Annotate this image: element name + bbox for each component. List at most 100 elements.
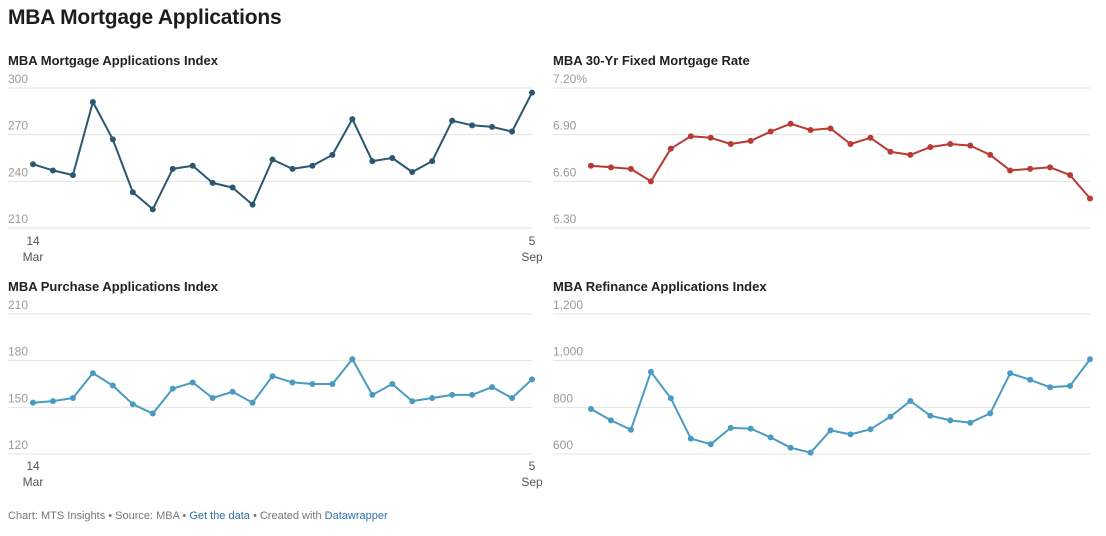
data-point — [907, 151, 914, 158]
data-point — [289, 165, 296, 172]
data-point — [787, 120, 794, 127]
data-point — [588, 405, 594, 412]
data-point — [887, 148, 894, 155]
data-point — [149, 410, 156, 417]
data-point — [329, 381, 336, 387]
series-line — [32, 358, 533, 415]
data-point — [747, 137, 754, 144]
data-point — [667, 145, 674, 152]
x-tick-day: 5 — [529, 234, 536, 248]
data-point — [109, 382, 116, 389]
data-point — [927, 412, 934, 419]
data-point — [89, 370, 96, 377]
data-point — [429, 158, 436, 165]
x-tick-month: Mar — [23, 250, 44, 264]
footer-created: Created with — [259, 510, 325, 522]
data-point — [667, 395, 674, 402]
data-point — [369, 158, 376, 165]
data-point — [469, 391, 476, 398]
data-point — [369, 391, 376, 398]
data-point — [647, 178, 654, 185]
data-point — [309, 162, 316, 169]
x-tick-month: Sep — [521, 250, 543, 264]
data-point — [189, 162, 196, 169]
data-point — [349, 356, 356, 363]
data-point — [767, 128, 774, 135]
data-point — [30, 399, 36, 406]
data-point — [449, 391, 456, 398]
data-point — [249, 399, 256, 406]
data-point — [529, 89, 535, 96]
series-line — [590, 122, 1091, 200]
data-point — [727, 424, 734, 431]
data-point — [289, 379, 296, 386]
data-point — [867, 426, 874, 433]
data-point — [509, 128, 516, 135]
chart-title-purchase: MBA Purchase Applications Index — [8, 279, 218, 294]
y-tick-label: 1,200 — [553, 298, 583, 312]
data-point — [269, 373, 276, 380]
data-point — [49, 398, 56, 405]
data-point — [627, 165, 634, 172]
data-point — [927, 144, 934, 151]
data-point — [69, 395, 76, 401]
data-point — [588, 162, 594, 169]
y-tick-label: 240 — [8, 165, 28, 179]
data-point — [827, 427, 834, 434]
y-tick-label: 6.60 — [553, 165, 577, 179]
x-tick-day: 14 — [26, 459, 40, 473]
data-point — [627, 426, 634, 433]
data-point — [1047, 164, 1054, 171]
data-point — [209, 179, 216, 186]
data-point — [807, 127, 814, 133]
data-point — [469, 122, 476, 129]
data-point — [229, 184, 236, 191]
data-point — [1007, 167, 1014, 174]
datawrapper-link[interactable]: Datawrapper — [324, 510, 388, 522]
data-point — [49, 167, 56, 174]
data-point — [1067, 382, 1074, 389]
data-point — [389, 381, 396, 387]
x-tick-month: Sep — [521, 475, 543, 489]
y-tick-label: 120 — [8, 438, 28, 452]
data-point — [967, 142, 974, 149]
data-point — [1027, 376, 1034, 383]
data-point — [449, 117, 456, 124]
data-point — [269, 156, 276, 163]
chart-footer: Chart: MTS Insights • Source: MBA • Get … — [8, 510, 388, 522]
data-point — [489, 123, 496, 130]
data-point — [129, 189, 136, 196]
data-point — [947, 141, 954, 147]
x-tick-month: Mar — [23, 475, 44, 489]
data-point — [69, 172, 76, 179]
data-point — [607, 164, 614, 171]
data-point — [767, 434, 774, 441]
data-point — [169, 385, 176, 392]
data-point — [1067, 172, 1074, 179]
data-point — [149, 206, 156, 213]
data-point — [509, 395, 516, 401]
data-point — [30, 161, 36, 168]
data-point — [389, 155, 396, 161]
data-point — [169, 165, 176, 172]
data-point — [787, 444, 794, 451]
get-data-link[interactable]: Get the data — [189, 510, 250, 522]
data-point — [1087, 195, 1093, 202]
y-tick-label: 600 — [553, 438, 573, 452]
data-point — [229, 388, 236, 395]
chart-title-refinance: MBA Refinance Applications Index — [553, 279, 767, 294]
y-tick-label: 210 — [8, 212, 28, 226]
series-line — [590, 358, 1091, 454]
data-point — [209, 395, 216, 401]
y-tick-label: 270 — [8, 119, 28, 133]
data-point — [409, 169, 416, 175]
data-point — [807, 449, 814, 456]
data-point — [647, 368, 654, 375]
footer-credit: Chart: MTS Insights — [8, 510, 106, 522]
data-point — [409, 398, 416, 405]
footer-source: Source: MBA — [115, 510, 180, 522]
data-point — [429, 395, 436, 401]
